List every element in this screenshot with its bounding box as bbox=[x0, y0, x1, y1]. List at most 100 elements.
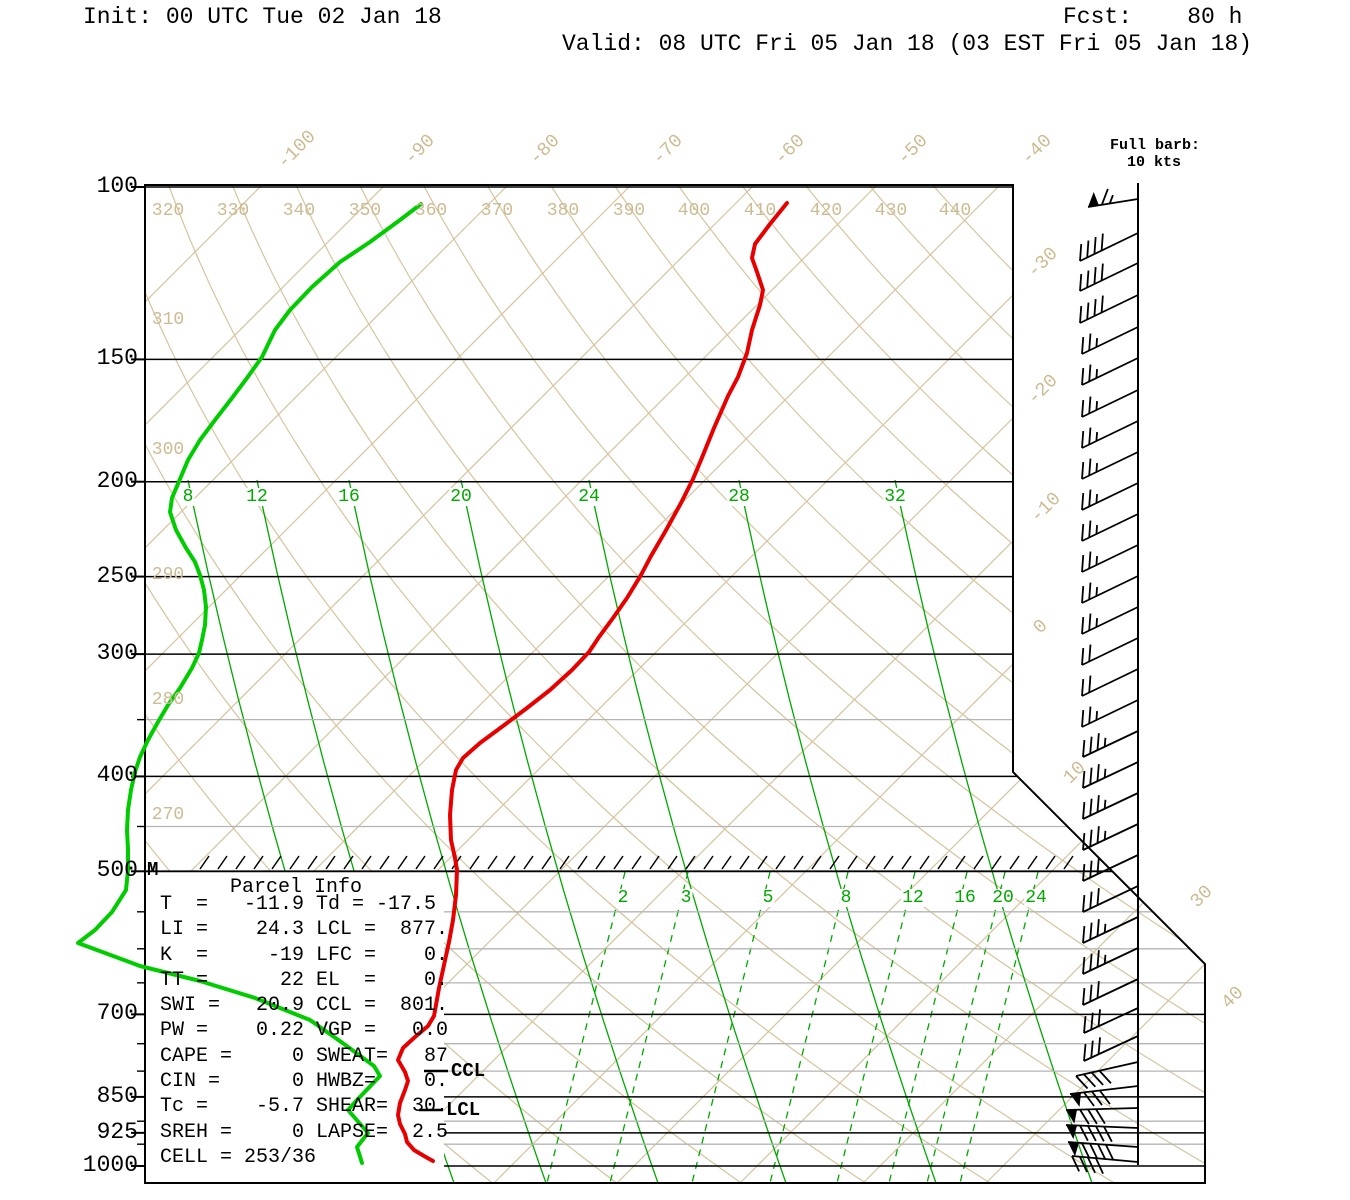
dry-adiabat-300 bbox=[145, 185, 882, 1183]
theta-label-350: 350 bbox=[348, 201, 382, 221]
init-time-label: Init: 00 UTC Tue 02 Jan 18 bbox=[83, 4, 442, 30]
mixing-ratio-line-12 bbox=[836, 871, 916, 1183]
hatch-mark bbox=[973, 855, 984, 870]
dry-adiabat-370 bbox=[486, 185, 1205, 1183]
mixing-ratio-line-16 bbox=[888, 871, 968, 1183]
wind-barb bbox=[1069, 1085, 1139, 1107]
isotherm--10 bbox=[370, 185, 1205, 1183]
wind-barb bbox=[1081, 668, 1139, 697]
pressure-label-400: 400 bbox=[96, 762, 138, 789]
hatch-mark bbox=[1045, 855, 1056, 870]
theta-label-290: 290 bbox=[151, 565, 185, 585]
moist-adiabat-label-32: 32 bbox=[883, 487, 907, 507]
mixing-ratio-label-8: 8 bbox=[839, 888, 853, 908]
wind-barb bbox=[1082, 916, 1139, 944]
mixing-ratio-line-20 bbox=[926, 871, 1006, 1183]
pressure-label-150: 150 bbox=[96, 345, 138, 372]
hatch-mark bbox=[397, 855, 408, 870]
theta-label-310: 310 bbox=[151, 310, 185, 330]
hatch-mark bbox=[343, 855, 354, 870]
wind-barb bbox=[1081, 326, 1139, 355]
hatch-mark bbox=[595, 855, 606, 870]
dry-adiabat-360 bbox=[422, 185, 1205, 1183]
hatch-mark bbox=[739, 855, 750, 870]
isotherm-40 bbox=[985, 185, 1205, 1183]
hatch-mark bbox=[1009, 855, 1020, 870]
hatch-mark bbox=[289, 855, 300, 870]
mixing-ratio-label-3: 3 bbox=[679, 888, 693, 908]
wind-barb bbox=[1081, 482, 1139, 511]
moist-adiabat-32 bbox=[894, 479, 1093, 1183]
wind-barb bbox=[1071, 1155, 1139, 1174]
isotherm-20 bbox=[739, 185, 1205, 1183]
hatch-mark bbox=[433, 855, 444, 870]
ccl-label: CCL bbox=[451, 1060, 486, 1082]
hatch-mark bbox=[865, 855, 876, 870]
pressure-label-500: 500 bbox=[96, 857, 138, 884]
hatch-mark bbox=[793, 855, 804, 870]
hatch-mark bbox=[541, 855, 552, 870]
theta-label-360: 360 bbox=[414, 201, 448, 221]
hatch-mark bbox=[505, 855, 516, 870]
isotherm--60 bbox=[145, 185, 755, 1183]
moist-adiabat-label-8: 8 bbox=[181, 487, 195, 507]
hatch-mark bbox=[919, 855, 930, 870]
valid-time-label: Valid: 08 UTC Fri 05 Jan 18 (03 EST Fri … bbox=[562, 31, 1253, 57]
hatch-mark bbox=[901, 855, 912, 870]
plot-border bbox=[144, 184, 1206, 1184]
parcel-info-title: Parcel Info bbox=[230, 876, 363, 899]
dry-adiabat-430 bbox=[868, 185, 1205, 1183]
hatch-mark bbox=[469, 855, 480, 870]
theta-label-390: 390 bbox=[612, 201, 646, 221]
theta-label-440: 440 bbox=[938, 201, 972, 221]
wind-barb bbox=[1065, 1107, 1139, 1125]
wind-barb bbox=[1082, 761, 1139, 789]
hatch-mark bbox=[775, 855, 786, 870]
pressure-label-925: 925 bbox=[96, 1118, 138, 1145]
isotherm-30 bbox=[862, 185, 1205, 1183]
theta-label-330: 330 bbox=[216, 201, 250, 221]
wind-barb bbox=[1087, 188, 1139, 208]
hatch-mark bbox=[217, 855, 228, 870]
pressure-label-200: 200 bbox=[96, 467, 138, 494]
wind-barb bbox=[1082, 854, 1139, 882]
hatch-mark bbox=[991, 855, 1002, 870]
hatch-mark bbox=[253, 855, 264, 870]
pressure-label-700: 700 bbox=[96, 1000, 138, 1027]
hatch-mark bbox=[487, 855, 498, 870]
dewpoint-curve bbox=[76, 202, 423, 1165]
pressure-label-1000: 1000 bbox=[82, 1152, 138, 1178]
forecast-hour-label: Fcst: 80 h bbox=[1063, 4, 1243, 30]
hatch-mark bbox=[937, 855, 948, 870]
moist-adiabat-16 bbox=[348, 479, 547, 1183]
wind-barb bbox=[1082, 978, 1139, 1006]
dry-adiabat-340 bbox=[295, 185, 1205, 1183]
mixing-ratio-line-2 bbox=[546, 871, 626, 1183]
moist-adiabat-label-20: 20 bbox=[449, 487, 473, 507]
wind-barb bbox=[1079, 294, 1139, 324]
hatch-mark bbox=[955, 855, 966, 870]
barb-legend-line1: Full barb: bbox=[1110, 137, 1201, 154]
mixing-ratio-label-12: 12 bbox=[901, 888, 925, 908]
barb-legend-line2: 10 kts bbox=[1127, 154, 1182, 171]
hatch-mark bbox=[1027, 855, 1038, 870]
moist-adiabat-24 bbox=[588, 479, 787, 1183]
hatch-mark bbox=[811, 855, 822, 870]
parcel-info-table: T = -11.9 Td = -17.5 LI = 24.3 LCL = 877… bbox=[160, 893, 449, 1169]
theta-label-320: 320 bbox=[151, 201, 185, 221]
wind-barb bbox=[1081, 513, 1139, 542]
hatch-mark bbox=[613, 855, 624, 870]
moist-adiabat-label-24: 24 bbox=[577, 487, 601, 507]
hatch-mark bbox=[415, 855, 426, 870]
temperature-curve bbox=[396, 201, 789, 1163]
wind-barb bbox=[1081, 544, 1139, 573]
mixing-ratio-label-24: 24 bbox=[1024, 888, 1048, 908]
lcl-label: LCL bbox=[446, 1099, 481, 1121]
dry-adiabat-290 bbox=[145, 185, 756, 1183]
pressure-label-850: 850 bbox=[96, 1082, 138, 1109]
wind-barb bbox=[1083, 1007, 1139, 1034]
moist-adiabat-20 bbox=[460, 479, 659, 1183]
wind-barb bbox=[1082, 792, 1139, 820]
